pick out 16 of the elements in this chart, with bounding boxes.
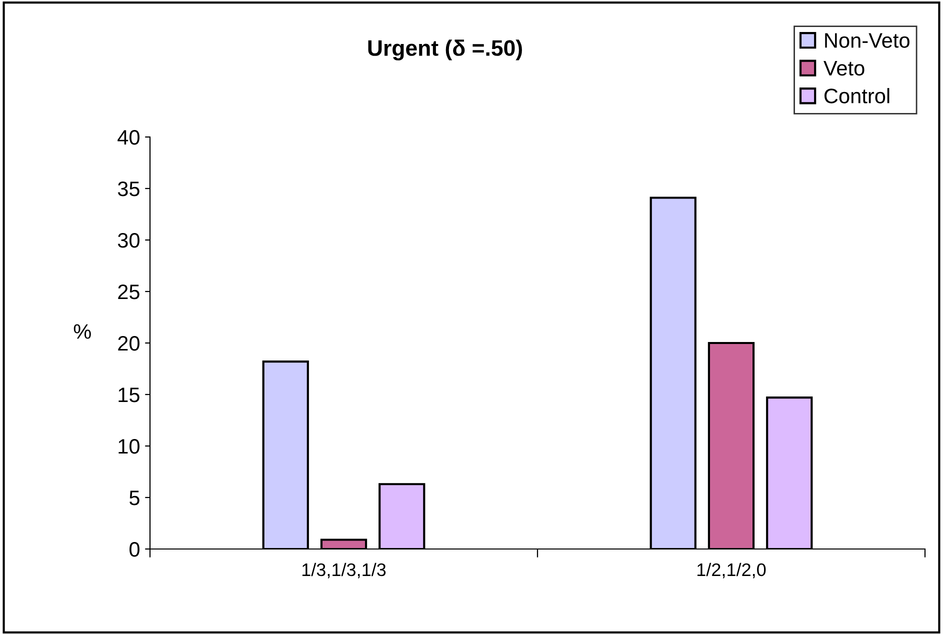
y-tick-label: 35 bbox=[118, 182, 140, 196]
legend-label: Non-Veto bbox=[825, 33, 910, 48]
x-tick-label: 1/3,1/3,1/3 bbox=[302, 562, 386, 578]
chart-title: Urgent (δ =.50) bbox=[368, 40, 522, 60]
y-tick-label: 15 bbox=[118, 388, 140, 402]
y-axis-title: % bbox=[74, 324, 91, 339]
y-tick-label: 20 bbox=[118, 336, 140, 351]
y-tick-label: 40 bbox=[118, 130, 140, 145]
legend-label: Control bbox=[824, 88, 890, 104]
y-tick-label: 0 bbox=[130, 542, 140, 557]
x-tick-label: 1/2,1/2,0 bbox=[697, 562, 766, 578]
y-tick-label: 30 bbox=[118, 233, 140, 248]
legend-label: Veto bbox=[824, 61, 864, 76]
y-tick-label: 10 bbox=[118, 439, 140, 454]
y-tick-label: 25 bbox=[118, 284, 140, 300]
y-tick-label: 5 bbox=[130, 490, 140, 506]
